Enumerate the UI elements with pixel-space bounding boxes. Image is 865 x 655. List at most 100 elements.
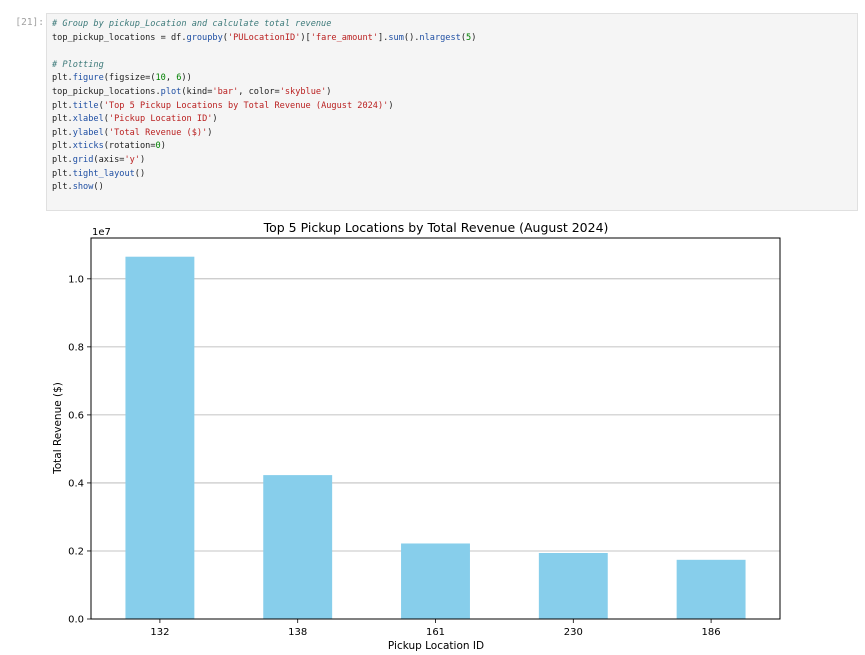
code-line: plt.figure(figsize=(10, 6)): [52, 72, 476, 86]
code-token: groupby: [186, 32, 223, 43]
x-ticks: 132 138 161 230 186: [150, 619, 721, 638]
code-line: plt.show(): [52, 181, 476, 195]
code-token: nlargest: [419, 32, 461, 43]
code-token: plt.: [52, 127, 73, 138]
code-token: grid: [72, 154, 94, 165]
code-token: 'Total Revenue ($)': [108, 127, 208, 138]
y-tick-label: 0.2: [68, 546, 84, 557]
code-line: plt.xticks(rotation=0): [52, 140, 476, 154]
code-token: plt.: [52, 114, 73, 125]
code-token: 'bar': [212, 86, 239, 97]
code-line: top_pickup_locations.plot(kind='bar', co…: [52, 86, 476, 100]
y-tick-label: 1.0: [68, 274, 84, 285]
code-token: ): [326, 86, 332, 97]
code-token: top_pickup_locations.: [52, 86, 161, 97]
code-line: # Plotting: [52, 59, 476, 73]
code-token: (: [460, 32, 467, 43]
cell-output: Top 5 Pickup Locations by Total Revenue …: [46, 216, 858, 652]
code-token: sum: [388, 32, 404, 43]
y-tick-label: 0.6: [68, 410, 84, 421]
y-ticks: 0.0 0.2 0.4 0.6 0.8 1.0: [68, 274, 91, 626]
code-token: ): [471, 32, 477, 43]
code-token: (): [93, 182, 104, 193]
cell-prompt: [21]:: [15, 17, 44, 28]
code-line: top_pickup_locations = df.groupby('PULoc…: [52, 32, 476, 46]
code-token: (: [103, 127, 109, 138]
code-line: plt.xlabel('Pickup Location ID'): [52, 113, 476, 127]
code-token: xlabel: [72, 114, 104, 125]
code-token: ().: [403, 32, 420, 43]
x-tick-label: 186: [702, 627, 721, 638]
code-token: plt.: [52, 73, 73, 84]
code-token: 'skyblue': [279, 86, 327, 97]
code-token: plt.: [52, 168, 73, 179]
code-token: (rotation=: [103, 141, 156, 152]
bar-chart: Top 5 Pickup Locations by Total Revenue …: [52, 220, 781, 652]
code-token: 'y': [124, 154, 140, 165]
bar-132: [125, 256, 195, 619]
y-tick-label: 0.0: [68, 615, 84, 626]
code-token: plt.: [52, 141, 73, 152]
bar-138: [263, 475, 333, 619]
code-token: (: [222, 32, 228, 43]
code-line: plt.ylabel('Total Revenue ($)'): [52, 127, 476, 141]
code-token: tight_layout: [72, 168, 135, 179]
code-token: plt.: [52, 100, 73, 111]
chart-title: Top 5 Pickup Locations by Total Revenue …: [263, 220, 609, 235]
code-line: # Group by pickup_Location and calculate…: [52, 18, 476, 32]
code-line: [52, 45, 476, 59]
code-token: figure: [72, 73, 104, 84]
code-line: plt.tight_layout(): [52, 168, 476, 182]
bars: [125, 256, 746, 619]
bar-230: [538, 553, 608, 619]
code-token: 0: [155, 141, 161, 152]
code-token: (axis=: [93, 154, 125, 165]
code-token: (: [103, 114, 109, 125]
code-token: 'fare_amount': [310, 32, 378, 43]
code-cell[interactable]: # Group by pickup_Location and calculate…: [46, 13, 858, 211]
code-token: (figsize=(: [103, 73, 156, 84]
x-axis-label: Pickup Location ID: [388, 640, 484, 651]
code-token: show: [72, 182, 94, 193]
x-tick-label: 161: [426, 627, 445, 638]
y-offset-label: 1e7: [92, 227, 111, 238]
code-token: # Plotting: [52, 59, 104, 70]
code-token: ].: [378, 32, 389, 43]
bar-161: [401, 543, 470, 619]
code-token: 10: [155, 73, 166, 84]
code-token: ): [388, 100, 394, 111]
code-token: )): [181, 73, 192, 84]
code-token: top_pickup_locations = df.: [52, 32, 187, 43]
code-token: (: [98, 100, 104, 111]
code-token: 'Top 5 Pickup Locations by Total Revenue…: [103, 100, 389, 111]
code-token: ): [207, 127, 213, 138]
code-token: plot: [160, 86, 182, 97]
x-tick-label: 230: [564, 627, 583, 638]
code-token: ): [160, 141, 166, 152]
code-token: ylabel: [72, 127, 104, 138]
y-axis-label: Total Revenue ($): [52, 382, 64, 475]
code-token: 'PULocationID': [227, 32, 301, 43]
code-editor[interactable]: # Group by pickup_Location and calculate…: [52, 18, 476, 195]
code-line: plt.title('Top 5 Pickup Locations by Tot…: [52, 100, 476, 114]
code-token: ,: [165, 73, 177, 84]
code-token: # Group by pickup_Location and calculate…: [52, 19, 332, 29]
code-token: , color=: [238, 86, 280, 97]
x-tick-label: 132: [150, 627, 169, 638]
code-token: 6: [176, 73, 182, 84]
code-line: plt.grid(axis='y'): [52, 154, 476, 168]
code-token: ): [139, 154, 146, 165]
code-token: title: [72, 100, 99, 111]
code-token: plt.: [52, 182, 73, 193]
y-tick-label: 0.4: [68, 478, 84, 489]
code-token: 5: [466, 32, 472, 43]
code-token: (): [134, 168, 146, 179]
code-token: plt.: [52, 154, 73, 165]
code-token: (kind=: [181, 86, 213, 97]
code-token: 'Pickup Location ID': [108, 114, 213, 125]
bar-186: [676, 559, 746, 619]
code-token: ): [212, 114, 218, 125]
x-tick-label: 138: [288, 627, 307, 638]
code-token: xticks: [72, 141, 104, 152]
y-tick-label: 0.8: [68, 342, 84, 353]
